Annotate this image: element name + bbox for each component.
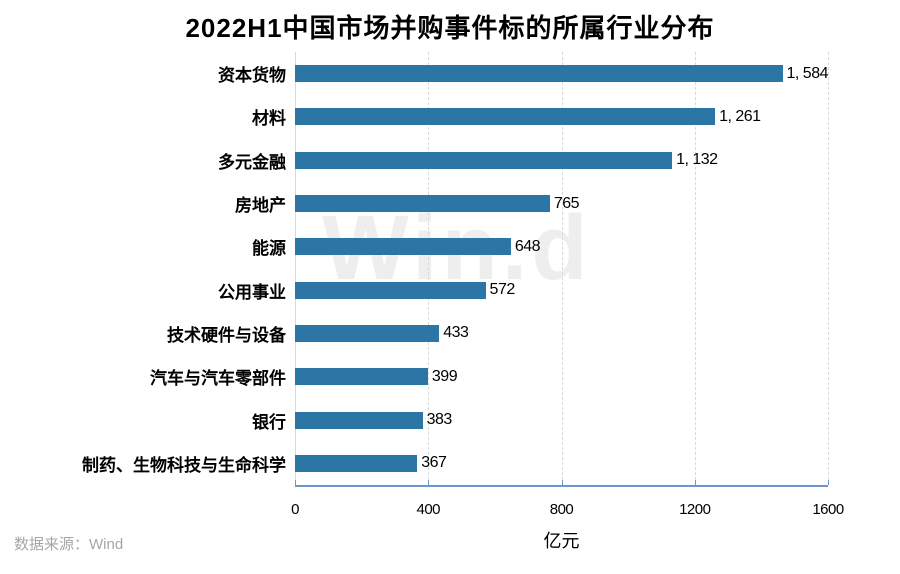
value-label: 1, 584: [786, 64, 829, 82]
value-label: 367: [421, 454, 447, 472]
gridline-1600: [828, 52, 829, 485]
bar-row: 能源 648: [252, 225, 828, 268]
category-label: 房地产: [235, 196, 286, 216]
bar-4: [295, 238, 511, 256]
bar-6: [295, 324, 440, 342]
bar-row: 房地产 765: [235, 182, 828, 225]
category-label: 资本货物: [218, 66, 286, 86]
category-label: 能源: [252, 239, 286, 259]
value-label: 399: [431, 367, 458, 385]
bar-5: [295, 281, 486, 299]
bar-1: [295, 108, 716, 126]
value-label: 1, 132: [676, 151, 718, 169]
bar-0: [295, 65, 783, 83]
data-source-note: 数据来源：Wind: [14, 536, 124, 553]
gridline-800: [561, 52, 563, 485]
category-label: 技术硬件与设备: [167, 325, 286, 345]
bar-row: 材料 1, 261: [252, 95, 828, 138]
value-label: 1, 261: [719, 107, 761, 125]
category-label: 材料: [252, 109, 286, 129]
bar-row: 银行 383: [252, 398, 828, 441]
category-label: 公用事业: [218, 282, 286, 302]
x-tick-label-1600: 1600: [812, 501, 844, 518]
gridline-400: [428, 52, 430, 485]
value-label: 433: [443, 324, 469, 342]
bar-7: [295, 368, 428, 386]
value-label: 765: [553, 194, 580, 212]
gridline-0: [295, 52, 296, 485]
category-label: 制药、生物科技与生命科学: [82, 455, 286, 475]
bar-3: [295, 195, 550, 213]
bar-9: [295, 454, 418, 472]
axis-tick-1600: [828, 480, 829, 485]
x-tick-label-400: 400: [416, 501, 441, 518]
gridline-1200: [694, 52, 696, 485]
axis-tick-800: [561, 480, 563, 485]
category-label: 银行: [252, 412, 286, 432]
bar-8: [295, 411, 423, 429]
bars-container: 资本货物 1, 584 材料 1, 261 多元金融 1, 132 房地产 765 能源 648 公…: [82, 52, 829, 485]
axis-tick-400: [428, 480, 430, 485]
category-label: 多元金融: [218, 152, 286, 172]
x-axis-unit-label: 亿元: [543, 531, 580, 551]
bar-row: 制药、生物科技与生命科学 367: [82, 442, 828, 485]
value-label: 383: [426, 411, 453, 429]
plot-area: 资本货物 1, 584 材料 1, 261 多元金融 1, 132 房地产 765 能源 648 公…: [82, 52, 829, 487]
axis-tick-1200: [694, 480, 696, 485]
axis-tick-0: [295, 480, 296, 485]
x-tick-label-800: 800: [549, 501, 574, 518]
chart-title: 2022H1中国市场并购事件标的所属行业分布: [185, 13, 715, 43]
x-tick-label-0: 0: [291, 501, 299, 518]
value-label: 648: [514, 237, 541, 255]
bar-row: 公用事业 572: [218, 268, 828, 311]
x-axis-tick-labels: 0 400 800 1200 1600: [291, 501, 844, 521]
bar-2: [295, 151, 673, 169]
bar-row: 资本货物 1, 584: [218, 52, 829, 95]
bar-row: 多元金融 1, 132: [218, 139, 828, 182]
category-label: 汽车与汽车零部件: [150, 369, 286, 389]
bar-row: 汽车与汽车零部件 399: [150, 355, 828, 398]
value-label: 572: [489, 281, 516, 299]
x-tick-label-1200: 1200: [679, 501, 711, 518]
bar-row: 技术硬件与设备 433: [167, 312, 828, 355]
